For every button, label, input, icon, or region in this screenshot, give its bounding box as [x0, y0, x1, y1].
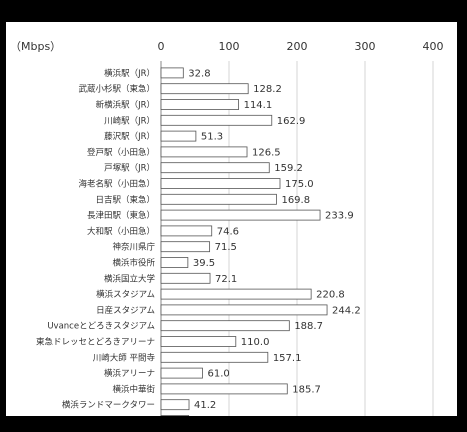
category-label: 横浜駅（JR）	[104, 68, 155, 79]
category-label: 藤沢駅（JR）	[104, 131, 155, 142]
value-label: 41.2	[194, 400, 216, 411]
value-label: 71.5	[215, 242, 237, 253]
category-label: 川崎駅（JR）	[104, 115, 155, 126]
category-label: 川崎大師 平間寺	[93, 352, 156, 363]
category-label: 戸塚駅（JR）	[104, 163, 155, 174]
value-label: 39.5	[193, 258, 215, 269]
value-label: 32.8	[188, 68, 210, 79]
bar-chart: 0 100 200 300 400 （Mbps） 横浜駅（JR） 武蔵小杉駅（東急） 新横浜…	[10, 40, 444, 416]
bars	[160, 67, 328, 416]
category-label: 海老名駅（小田急）	[78, 179, 155, 190]
category-label: 日産スタジアム	[96, 305, 155, 316]
bar	[160, 383, 288, 395]
category-label: 新横浜駅（JR）	[96, 100, 155, 111]
value-label: 233.9	[325, 211, 354, 222]
bar	[160, 162, 270, 174]
value-label: 162.9	[277, 116, 306, 127]
value-label: 244.2	[332, 305, 361, 316]
category-label: 横浜中華街	[112, 384, 155, 395]
bar	[160, 193, 277, 205]
category-label: 長津田駅（東急）	[87, 210, 155, 221]
category-label: Uvanceとどろきスタジアム	[47, 322, 155, 332]
bar	[160, 83, 249, 95]
value-labels: 32.8 128.2 114.1 162.9 51.3 126.5 159.2 175.0 16…	[188, 68, 361, 411]
category-label: 大和駅（小田急）	[87, 226, 155, 237]
x-axis-ticks: 0 100 200 300 400	[158, 40, 444, 53]
x-tick-label: 100	[219, 40, 240, 53]
category-label: 登戸駅（小田急）	[87, 147, 155, 158]
bar	[160, 288, 312, 300]
x-tick-label: 0	[158, 40, 165, 53]
bar	[160, 99, 239, 110]
value-label: 110.0	[241, 337, 270, 348]
chart-panel: 0 100 200 300 400 （Mbps） 横浜駅（JR） 武蔵小杉駅（東急） 新横浜…	[6, 22, 457, 416]
value-label: 74.6	[217, 226, 239, 237]
bar	[160, 114, 273, 126]
category-label: 横浜スタジアム	[96, 289, 155, 300]
value-label: 220.8	[316, 290, 345, 301]
value-label: 169.8	[281, 195, 310, 206]
category-label: 横浜国立大学	[104, 273, 156, 284]
bar	[160, 415, 190, 416]
value-label: 175.0	[285, 179, 314, 190]
category-label: クイーンズスクエア横浜	[62, 416, 155, 417]
value-label: 159.2	[274, 163, 303, 174]
value-label: 157.1	[273, 353, 302, 364]
category-label: 神奈川県庁	[112, 242, 155, 253]
bar	[160, 178, 281, 189]
bar	[160, 351, 269, 363]
category-label: 横浜アリーナ	[104, 368, 155, 379]
category-label: 横浜ランドマークタワー	[62, 400, 155, 411]
value-label: 114.1	[244, 100, 273, 111]
bar	[160, 320, 290, 332]
bar	[160, 146, 248, 158]
category-label: 日吉駅（東急）	[95, 194, 155, 205]
bar	[160, 399, 190, 411]
value-label: 72.1	[215, 274, 237, 285]
bar	[160, 241, 211, 253]
bar	[160, 257, 189, 268]
category-label: 横浜市役所	[112, 258, 155, 269]
bar	[160, 367, 203, 379]
x-tick-label: 400	[423, 40, 444, 53]
value-label: 51.3	[201, 132, 223, 143]
category-label: 武蔵小杉駅（東急）	[78, 84, 155, 95]
value-label: 185.7	[292, 384, 321, 395]
bar	[160, 225, 213, 237]
x-tick-label: 200	[287, 40, 308, 53]
bar	[160, 272, 211, 284]
bar	[160, 336, 237, 347]
value-label: 61.0	[207, 369, 229, 380]
bar	[160, 209, 321, 221]
value-label: 126.5	[252, 147, 281, 158]
x-tick-label: 300	[355, 40, 376, 53]
bar	[160, 67, 184, 79]
bar	[160, 130, 197, 142]
bar	[160, 304, 328, 316]
category-label: 東急ドレッセとどろきアリーナ	[36, 337, 155, 348]
category-labels: 横浜駅（JR） 武蔵小杉駅（東急） 新横浜駅（JR） 川崎駅（JR） 藤沢駅（JR） 登戸…	[36, 68, 156, 416]
value-label: 188.7	[294, 321, 323, 332]
value-label: 128.2	[253, 84, 282, 95]
unit-label: （Mbps）	[10, 40, 61, 53]
